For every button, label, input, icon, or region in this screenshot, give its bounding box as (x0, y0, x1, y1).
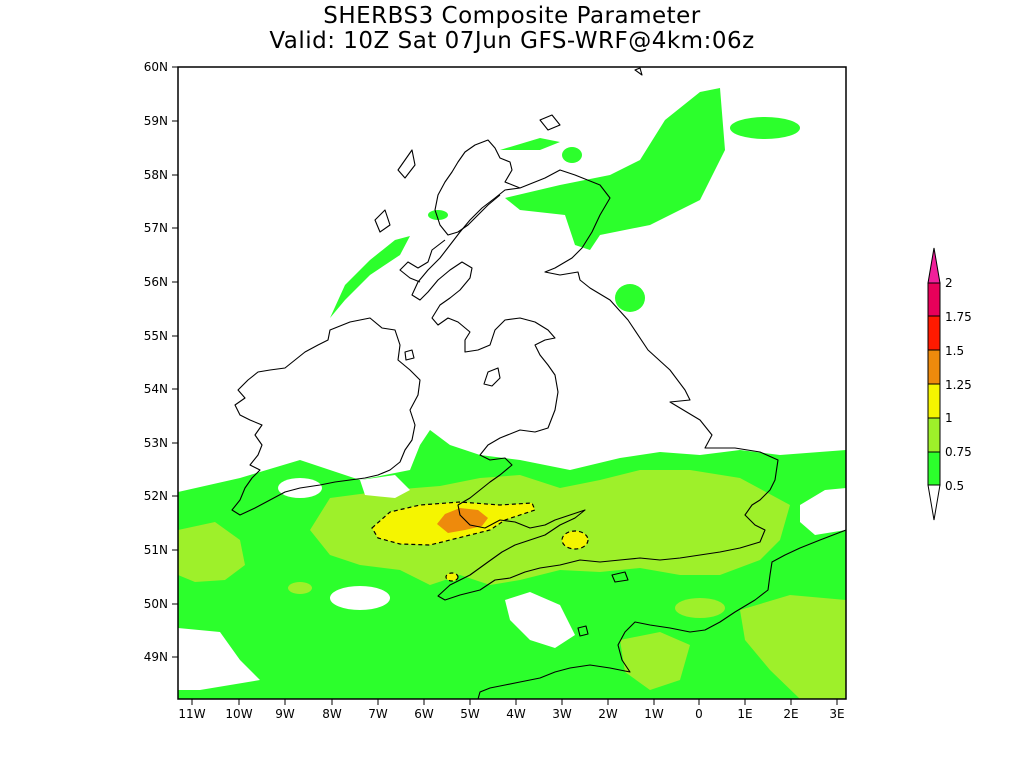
coastline-scotland-west (399, 239, 446, 283)
field-green-north-7 (428, 210, 448, 220)
coastline-ireland (231, 317, 421, 516)
legend-swatch-6 (927, 282, 941, 317)
contour-1-main (371, 501, 536, 546)
latitude-axis (172, 66, 178, 658)
lat-label: 50N (144, 597, 168, 611)
field-green-north-2 (505, 88, 725, 250)
legend-label: 2 (945, 276, 953, 290)
field-gap-6 (360, 475, 410, 498)
lat-label: 55N (144, 329, 168, 343)
legend-arrow-top (927, 247, 941, 284)
legend-label: 1 (945, 411, 953, 425)
legend-label: 0.75 (945, 445, 972, 459)
field-lightgreen-4 (740, 595, 846, 699)
coastline-orkney (539, 114, 561, 131)
field-lightgreen-6 (288, 582, 312, 594)
legend-swatch-1 (927, 451, 941, 486)
legend-swatch-2 (927, 417, 941, 453)
parameter-field (178, 88, 846, 699)
coastlines (231, 67, 846, 699)
field-lightgreen-1 (310, 470, 790, 585)
field-green-north-1 (500, 138, 560, 150)
legend-label: 1.25 (945, 378, 972, 392)
field-orange (437, 508, 488, 533)
coastline-islands-3 (404, 349, 415, 361)
field-green-north-4 (562, 147, 582, 163)
coastline-great-britain (411, 169, 779, 601)
legend-swatch-3 (927, 383, 941, 419)
lon-label: 11W (178, 707, 205, 721)
coastline-isle-of-man (483, 367, 501, 387)
field-green-north-6 (615, 284, 645, 312)
contour-1-tiny (445, 572, 459, 582)
legend-label: 0.5 (945, 479, 964, 493)
lat-label: 60N (144, 60, 168, 74)
lat-label: 53N (144, 436, 168, 450)
lon-label: 9W (275, 707, 295, 721)
coastline-channel-islands (577, 625, 589, 637)
field-gap-3 (505, 592, 575, 648)
field-gap-2 (330, 586, 390, 610)
field-yellow-3 (446, 573, 458, 581)
lat-label: 58N (144, 168, 168, 182)
lat-label: 56N (144, 275, 168, 289)
lon-label: 2W (598, 707, 618, 721)
legend-label: 1.5 (945, 344, 964, 358)
latitude-labels: 60N 59N 58N 57N 56N 55N 54N 53N 52N 51N … (144, 60, 168, 664)
lon-label: 3E (829, 707, 844, 721)
map-frame (177, 66, 847, 700)
color-legend (927, 247, 941, 521)
legend-labels: 2 1.75 1.5 1.25 1 0.75 0.5 (945, 276, 972, 493)
field-lightgreen-3 (620, 632, 690, 690)
lon-label: 0 (695, 707, 703, 721)
field-green-north-3 (730, 117, 800, 139)
lon-label: 7W (368, 707, 388, 721)
lat-label: 52N (144, 489, 168, 503)
coastline-isle-of-wight (611, 571, 629, 583)
title-line-1: SHERBS3 Composite Parameter (323, 3, 701, 29)
field-lightgreen-5 (675, 598, 725, 618)
title-line-2: Valid: 10Z Sat 07Jun GFS-WRF@4km:06z (269, 28, 755, 54)
legend-swatch-4 (927, 349, 941, 385)
legend-label: 1.75 (945, 310, 972, 324)
chart-title: SHERBS3 Composite Parameter Valid: 10Z S… (0, 4, 1024, 54)
lon-label: 6W (414, 707, 434, 721)
lon-label: 10W (225, 707, 252, 721)
longitude-labels: 11W 10W 9W 8W 7W 6W 5W 4W 3W 2W 1W 0 1E … (178, 707, 844, 721)
lat-label: 59N (144, 114, 168, 128)
coastline-islands-2 (374, 209, 391, 233)
coastline-france (477, 529, 846, 699)
coastline-islands-1 (397, 149, 416, 179)
lat-label: 57N (144, 221, 168, 235)
lon-label: 2E (783, 707, 798, 721)
lon-label: 1E (737, 707, 752, 721)
lon-label: 8W (322, 707, 342, 721)
field-yellow-2 (562, 531, 588, 549)
field-lightgreen-2 (178, 522, 245, 582)
legend-swatch-5 (927, 315, 941, 351)
coastline-shetland (634, 67, 643, 76)
field-green-north-5 (330, 236, 410, 318)
field-gap-5 (800, 488, 846, 535)
lon-label: 5W (460, 707, 480, 721)
coastline-nw-scotland (434, 139, 521, 236)
lon-label: 4W (506, 707, 526, 721)
lat-label: 54N (144, 382, 168, 396)
contour-1-small (561, 530, 589, 550)
lon-label: 1W (644, 707, 664, 721)
legend-arrow-bottom (927, 484, 941, 521)
lat-label: 49N (144, 650, 168, 664)
field-gap-4 (178, 628, 260, 690)
lon-label: 3W (552, 707, 572, 721)
lat-label: 51N (144, 543, 168, 557)
longitude-axis (191, 699, 838, 705)
